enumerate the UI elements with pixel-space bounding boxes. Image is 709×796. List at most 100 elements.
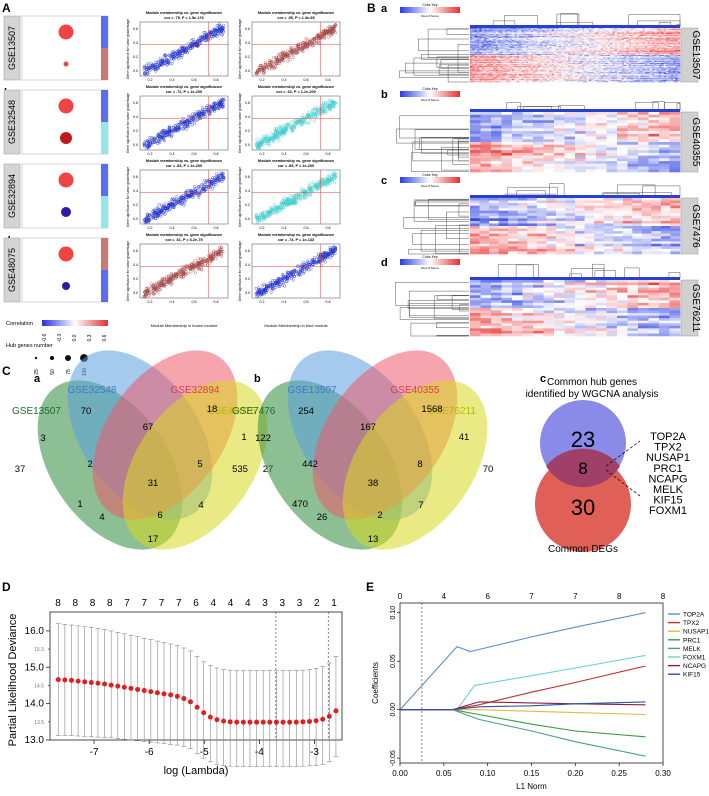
y-tick: 0.2	[245, 55, 250, 59]
scatter-point	[320, 181, 324, 185]
scatter-point	[187, 49, 191, 53]
scatter-point	[283, 52, 287, 57]
scatter-point	[210, 187, 214, 191]
scatter-point	[171, 130, 175, 134]
scatter-point	[179, 197, 183, 201]
scatter-point	[318, 35, 322, 39]
scatter-point	[281, 205, 285, 209]
scatter-point	[311, 181, 315, 185]
x-tick: 0.6	[192, 300, 197, 304]
scatter-point	[314, 41, 318, 45]
scatter-point	[184, 197, 188, 201]
scatter-point	[306, 193, 310, 197]
scatter-point	[285, 122, 290, 126]
scatter-point	[262, 67, 266, 71]
scatter-point	[280, 127, 284, 131]
scatter-point	[163, 128, 167, 132]
scatter-point	[321, 184, 325, 188]
scatter-point	[196, 118, 200, 122]
scatter-point	[288, 193, 292, 198]
scatter-point	[333, 105, 337, 109]
scatter-point	[290, 50, 294, 54]
scatter-point	[186, 194, 191, 198]
scatter-point	[290, 120, 294, 124]
y-tick: 0.0	[133, 69, 138, 73]
scatter-cor: cor = .74, P = 1e-133	[278, 238, 314, 242]
scatter-point	[178, 119, 182, 123]
scatter-point	[145, 147, 149, 151]
scatter-point	[218, 175, 222, 179]
y-tick: 0.6	[245, 175, 250, 179]
scatter-point	[174, 197, 178, 201]
scatter-point	[148, 64, 152, 68]
y-tick: 0.4	[133, 263, 138, 267]
scatter-point	[149, 143, 153, 147]
scatter-point	[181, 116, 185, 120]
scatter-point	[324, 110, 328, 114]
scatter-point	[254, 141, 258, 145]
scatter-point	[262, 216, 266, 220]
scatter-point	[209, 105, 213, 109]
scatter-point	[203, 115, 207, 119]
scatter-point	[220, 173, 224, 177]
scatter-point	[199, 114, 203, 118]
scatter-point	[319, 177, 323, 181]
scatter-point	[171, 53, 175, 57]
scatter-point	[303, 41, 307, 45]
y-tick: 0.2	[245, 203, 250, 207]
module-bubble	[62, 282, 70, 290]
scatter-point	[257, 219, 261, 223]
dataset-label-GSE13507: GSE13507	[7, 26, 17, 70]
y-tick: 0.4	[133, 41, 138, 45]
scatter-point	[267, 67, 271, 71]
scatter-point	[261, 211, 265, 215]
hub-size-dot	[34, 356, 38, 360]
y-tick: 0.6	[245, 27, 250, 31]
scatter-point	[181, 48, 186, 52]
scatter-point	[327, 25, 331, 29]
correlation-tick: -0.3	[57, 333, 63, 342]
scatter-point	[204, 35, 208, 40]
scatter-point	[316, 41, 320, 45]
scatter-point	[190, 46, 194, 50]
scatter-point	[313, 184, 317, 188]
scatter-point	[192, 184, 196, 188]
scatter-point	[280, 51, 284, 55]
scatter-point	[273, 65, 277, 69]
scatter-point	[277, 139, 281, 143]
scatter-point	[282, 196, 286, 200]
scatter-point	[277, 131, 281, 135]
scatter-point	[263, 69, 267, 73]
scatter-point	[148, 65, 152, 70]
scatter-point	[206, 185, 210, 189]
panel-letter-b: B	[367, 1, 376, 15]
scatter-point	[276, 61, 280, 66]
dendro-branch	[440, 59, 469, 69]
scatter-point	[299, 48, 303, 52]
scatter-point	[155, 206, 159, 210]
heatmap-GSE13507	[470, 28, 681, 83]
y-tick: 0.4	[245, 189, 250, 193]
scatter-point	[210, 182, 215, 186]
scatter-point	[299, 42, 303, 46]
scatter-point	[329, 108, 333, 112]
scatter-point	[292, 201, 296, 205]
scatter-point	[172, 128, 177, 132]
scatter-point	[299, 122, 303, 126]
scatter-point	[194, 115, 198, 119]
scatter-point	[216, 174, 220, 179]
scatter-point	[254, 213, 259, 217]
dendro-branch	[399, 70, 469, 78]
scatter-point	[270, 60, 274, 64]
scatter-point	[159, 210, 163, 214]
scatter-point	[334, 23, 338, 27]
y-tick: 0.2	[133, 55, 138, 59]
scatter-point	[272, 203, 276, 207]
scatter-point	[145, 67, 149, 71]
scatter-point	[168, 203, 172, 208]
scatter-point	[143, 71, 147, 75]
scatter-point	[292, 126, 296, 130]
scatter-point	[281, 199, 285, 203]
scatter-point	[188, 120, 192, 124]
